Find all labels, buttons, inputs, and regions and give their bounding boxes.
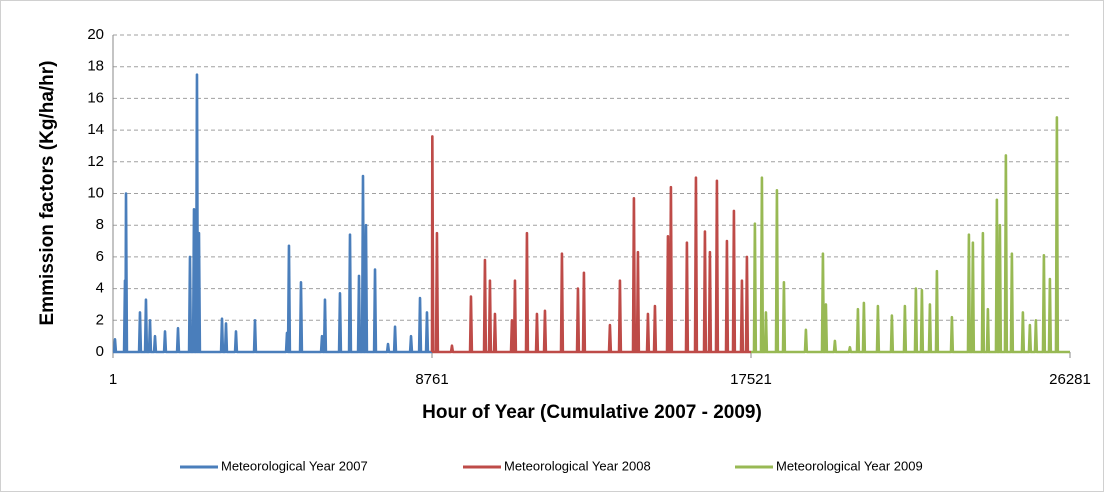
legend-label: Meteorological Year 2009 [776,458,923,473]
y-tick-label: 0 [96,343,104,360]
y-tick-label: 20 [87,26,104,43]
y-axis-title: Emmission factors (Kg/ha/hr) [37,61,58,326]
x-tick-label: 17521 [730,371,772,388]
series-line [751,116,1070,354]
x-tick-label: 26281 [1049,371,1091,388]
x-axis-title: Hour of Year (Cumulative 2007 - 2009) [422,402,762,423]
series-line [430,135,751,354]
y-tick-label: 12 [87,153,104,170]
y-tick-label: 10 [87,184,104,201]
y-tick-label: 18 [87,58,104,75]
x-tick-label: 8761 [415,371,448,388]
x-tick-label: 1 [109,371,117,388]
y-tick-label: 2 [96,311,104,328]
y-tick-label: 6 [96,248,104,265]
y-tick-label: 16 [87,89,104,106]
y-tick-label: 8 [96,216,104,233]
series-line [112,73,432,354]
legend-label: Meteorological Year 2007 [221,458,368,473]
y-tick-label: 4 [96,280,104,297]
y-tick-label: 14 [87,121,104,138]
legend-label: Meteorological Year 2008 [504,458,651,473]
